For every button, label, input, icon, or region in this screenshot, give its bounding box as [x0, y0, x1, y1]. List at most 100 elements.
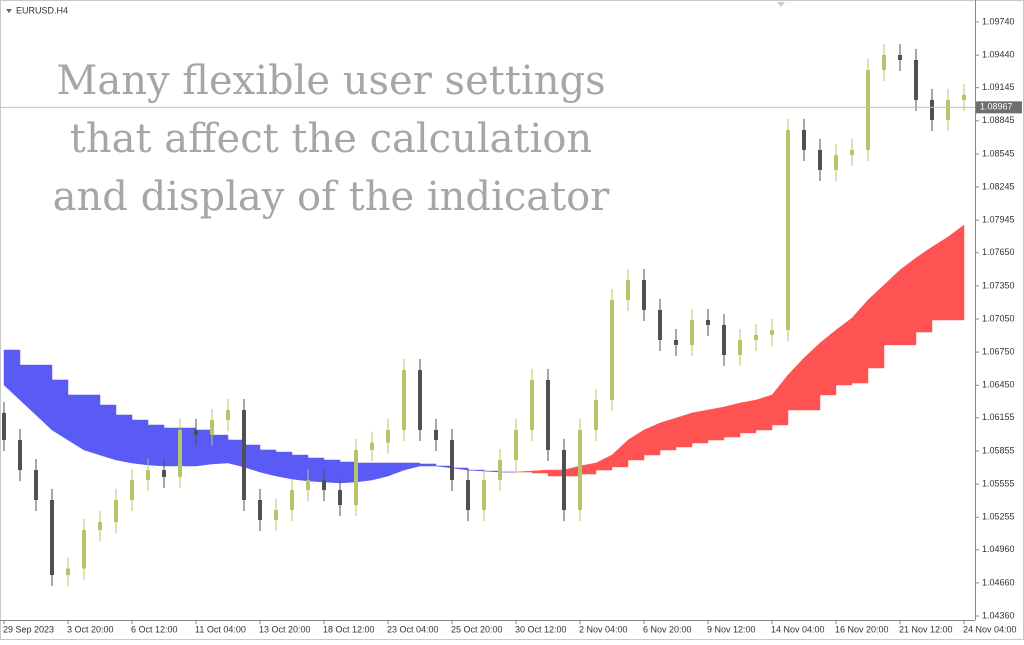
- candle-body: [434, 429, 438, 441]
- candle-body: [242, 409, 246, 500]
- candle-body: [498, 460, 502, 480]
- candle-body: [418, 370, 422, 430]
- annotation-line: Many flexible user settings: [56, 58, 605, 104]
- y-tick-label: 1.05855: [982, 445, 1015, 455]
- y-tick-label: 1.06750: [982, 347, 1015, 357]
- candle-body: [274, 510, 278, 520]
- band-segment: [947, 224, 965, 321]
- band-segment: [691, 409, 709, 444]
- candle-body: [194, 429, 198, 435]
- candle-body: [98, 522, 102, 531]
- candle-body: [258, 499, 262, 520]
- band-segment: [83, 394, 101, 456]
- candle-body: [66, 568, 70, 576]
- y-tick-label: 1.07350: [982, 280, 1015, 290]
- band-segment: [547, 469, 565, 477]
- candle-body: [130, 479, 134, 500]
- band-segment: [835, 317, 853, 386]
- symbol-title: EURUSD.H4: [16, 5, 68, 15]
- candle-body: [850, 149, 854, 156]
- candle-body: [226, 409, 230, 421]
- candle-body: [818, 149, 822, 170]
- candle-body: [722, 324, 726, 356]
- candle-body: [450, 440, 454, 480]
- y-tick-label: 1.09145: [982, 82, 1015, 92]
- candle-body: [834, 155, 838, 170]
- band-segment: [291, 454, 309, 482]
- band-segment: [243, 444, 261, 473]
- candle-body: [82, 530, 86, 569]
- y-tick-label: 1.04360: [982, 610, 1015, 620]
- candle-body: [370, 442, 374, 450]
- candle-body: [146, 470, 150, 480]
- band-segment: [195, 429, 213, 467]
- band-segment: [163, 427, 181, 467]
- candle-body: [738, 339, 742, 356]
- band-segment: [419, 463, 437, 467]
- y-tick-label: 1.08845: [982, 115, 1015, 125]
- x-tick-label: 30 Oct 12:00: [515, 624, 567, 634]
- x-tick-label: 3 Oct 20:00: [67, 624, 114, 634]
- y-tick-label: 1.07050: [982, 313, 1015, 323]
- candle-body: [642, 280, 646, 310]
- x-tick-label: 11 Oct 04:00: [195, 624, 246, 634]
- band-segment: [67, 394, 85, 451]
- x-tick-label: 23 Oct 04:00: [387, 624, 439, 634]
- indicator-band: [3, 224, 965, 484]
- candle-body: [674, 339, 678, 345]
- candle-body: [306, 479, 310, 491]
- y-tick-label: 1.06155: [982, 412, 1015, 422]
- candle-body: [2, 412, 6, 441]
- candle-body: [658, 309, 662, 340]
- candle-body: [50, 499, 54, 576]
- candle-body: [114, 499, 118, 523]
- y-tick-label: 1.05555: [982, 478, 1015, 488]
- candle-body: [594, 400, 598, 430]
- band-segment: [131, 419, 149, 466]
- candle-body: [562, 449, 566, 511]
- symbol-menu-icon[interactable]: [6, 9, 12, 13]
- y-tick-label: 1.06450: [982, 380, 1015, 390]
- candle-body: [178, 429, 182, 477]
- candle-body: [610, 300, 614, 401]
- band-segment: [755, 394, 773, 431]
- x-tick-label: 2 Nov 04:00: [579, 624, 628, 634]
- band-segment: [115, 414, 133, 464]
- candle-body: [802, 129, 806, 150]
- candle-body: [466, 479, 470, 511]
- candle-body: [514, 429, 518, 461]
- annotation-line: that affect the calculation: [70, 116, 592, 162]
- candle-body: [530, 379, 534, 430]
- candle-body: [930, 99, 934, 121]
- band-segment: [99, 404, 117, 461]
- y-tick-label: 1.08245: [982, 181, 1015, 191]
- candle-body: [162, 470, 166, 477]
- band-segment: [179, 427, 197, 467]
- x-tick-label: 29 Sep 2023: [3, 624, 54, 634]
- band-segment: [211, 434, 229, 465]
- candle-body: [290, 490, 294, 511]
- scroll-marker: [777, 2, 785, 7]
- band-segment: [899, 257, 917, 346]
- band-segment: [723, 402, 741, 438]
- candle-body: [34, 470, 38, 500]
- y-tick-label: 1.08545: [982, 148, 1015, 158]
- band-segment: [659, 417, 677, 451]
- x-tick-label: 25 Oct 20:00: [451, 624, 503, 634]
- candles: [2, 43, 966, 587]
- candle-body: [754, 335, 758, 340]
- band-segment: [227, 439, 245, 468]
- overlay: 1.08967 Many flexible user settings that a…: [0, 58, 1022, 220]
- x-tick-label: 9 Nov 12:00: [707, 624, 756, 634]
- candle-body: [626, 280, 630, 301]
- y-tick-label: 1.07945: [982, 215, 1015, 225]
- band-segment: [739, 399, 757, 434]
- y-tick-label: 1.04960: [982, 544, 1015, 554]
- candle-body: [882, 54, 886, 71]
- candle-body: [322, 479, 326, 491]
- candle-body: [866, 70, 870, 150]
- candle-body: [546, 379, 550, 450]
- candle-body: [386, 429, 390, 443]
- candle-body: [898, 54, 902, 60]
- current-price-box: [976, 101, 1022, 114]
